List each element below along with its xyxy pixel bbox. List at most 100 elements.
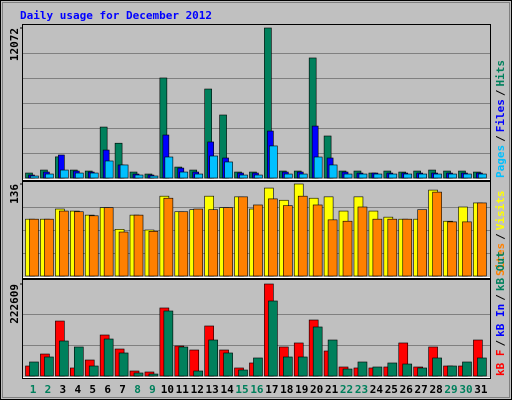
x-tick-label: 5 <box>89 383 96 396</box>
x-tick-label: 6 <box>104 383 111 396</box>
x-tick-label: 30 <box>459 383 472 396</box>
bar <box>178 346 189 377</box>
legend-entry: Hits <box>494 60 507 87</box>
bar <box>358 173 368 179</box>
bar <box>342 368 353 377</box>
bar <box>163 197 174 277</box>
bar <box>417 209 427 277</box>
bar <box>104 160 114 179</box>
bar <box>402 363 413 377</box>
legend-separator: / <box>494 294 507 301</box>
x-tick-label: 2 <box>45 383 52 396</box>
y-max-label: 136 <box>8 184 21 204</box>
bar <box>88 215 99 277</box>
bar <box>284 173 293 179</box>
bar <box>313 156 323 179</box>
x-tick-label: 23 <box>355 383 368 396</box>
bar <box>357 361 368 377</box>
bar <box>373 173 383 179</box>
bar <box>29 218 39 277</box>
x-tick-label: 7 <box>119 383 126 396</box>
bar <box>432 357 442 377</box>
x-tick-label: 27 <box>415 383 428 396</box>
x-tick-label: 14 <box>220 383 234 396</box>
bar <box>133 214 144 277</box>
x-tick-label: 1 <box>30 383 37 396</box>
bar <box>268 300 278 377</box>
x-tick-label: 25 <box>385 383 398 396</box>
bar <box>238 196 248 277</box>
x-tick-label: 21 <box>325 383 339 396</box>
x-tick-label: 31 <box>474 383 488 396</box>
bar <box>312 204 323 277</box>
chart-title: Daily usage for December 2012 <box>20 9 212 22</box>
bar <box>149 175 159 179</box>
bar <box>134 174 144 179</box>
bar <box>447 365 457 377</box>
x-tick-label: 26 <box>400 383 414 396</box>
legend: Pages / Files / Hits <box>494 60 507 178</box>
bar <box>462 361 472 377</box>
x-tick-label: 9 <box>149 383 156 396</box>
bar <box>268 198 278 277</box>
bar <box>223 207 233 277</box>
bar <box>357 206 368 277</box>
bar <box>387 218 398 277</box>
bar <box>312 326 323 377</box>
legend-entry: Pages <box>494 145 507 178</box>
legend-entry: Sites <box>494 243 507 276</box>
bar <box>403 173 413 179</box>
bar <box>73 346 84 377</box>
bar <box>208 339 218 377</box>
legend-entry: kB In <box>494 304 507 337</box>
bar <box>29 361 39 377</box>
bar <box>342 220 353 277</box>
bar <box>60 169 69 179</box>
bar <box>253 204 263 277</box>
x-tick-label: 18 <box>280 383 293 396</box>
bar <box>118 231 129 277</box>
bar <box>179 171 189 179</box>
bar <box>298 173 308 179</box>
bar <box>208 209 218 277</box>
x-tick-label: 8 <box>134 383 141 396</box>
bar <box>372 218 383 277</box>
bar <box>148 231 159 277</box>
bar <box>209 155 218 179</box>
legend-separator: / <box>494 89 507 96</box>
bar <box>372 366 383 377</box>
x-tick-label: 16 <box>250 383 264 396</box>
bar <box>89 172 99 179</box>
bar <box>163 310 174 377</box>
bar <box>194 173 204 179</box>
bar <box>477 357 487 377</box>
bar <box>103 207 114 277</box>
bar <box>59 210 69 277</box>
bar <box>118 352 129 377</box>
legend-entry: kB Out <box>494 251 507 291</box>
bar <box>327 339 338 377</box>
bar <box>269 145 278 179</box>
x-tick-label: 29 <box>444 383 457 396</box>
x-tick-label: 22 <box>340 383 353 396</box>
bar <box>74 172 84 179</box>
panel-frame <box>22 24 491 181</box>
legend-separator: / <box>494 233 507 240</box>
x-tick-label: 24 <box>370 383 384 396</box>
bar <box>193 370 204 377</box>
bar <box>447 221 457 277</box>
bar <box>238 369 248 377</box>
bar <box>388 173 398 179</box>
legend: Sites / Visits <box>494 191 507 277</box>
bar <box>432 191 442 277</box>
bar <box>297 356 308 377</box>
bar <box>223 352 233 377</box>
bar <box>44 218 54 277</box>
y-max-label: 12072 <box>8 28 21 61</box>
x-tick-label: 11 <box>176 383 190 396</box>
bar <box>478 173 487 179</box>
bar <box>417 367 427 377</box>
legend-separator: / <box>494 340 507 347</box>
